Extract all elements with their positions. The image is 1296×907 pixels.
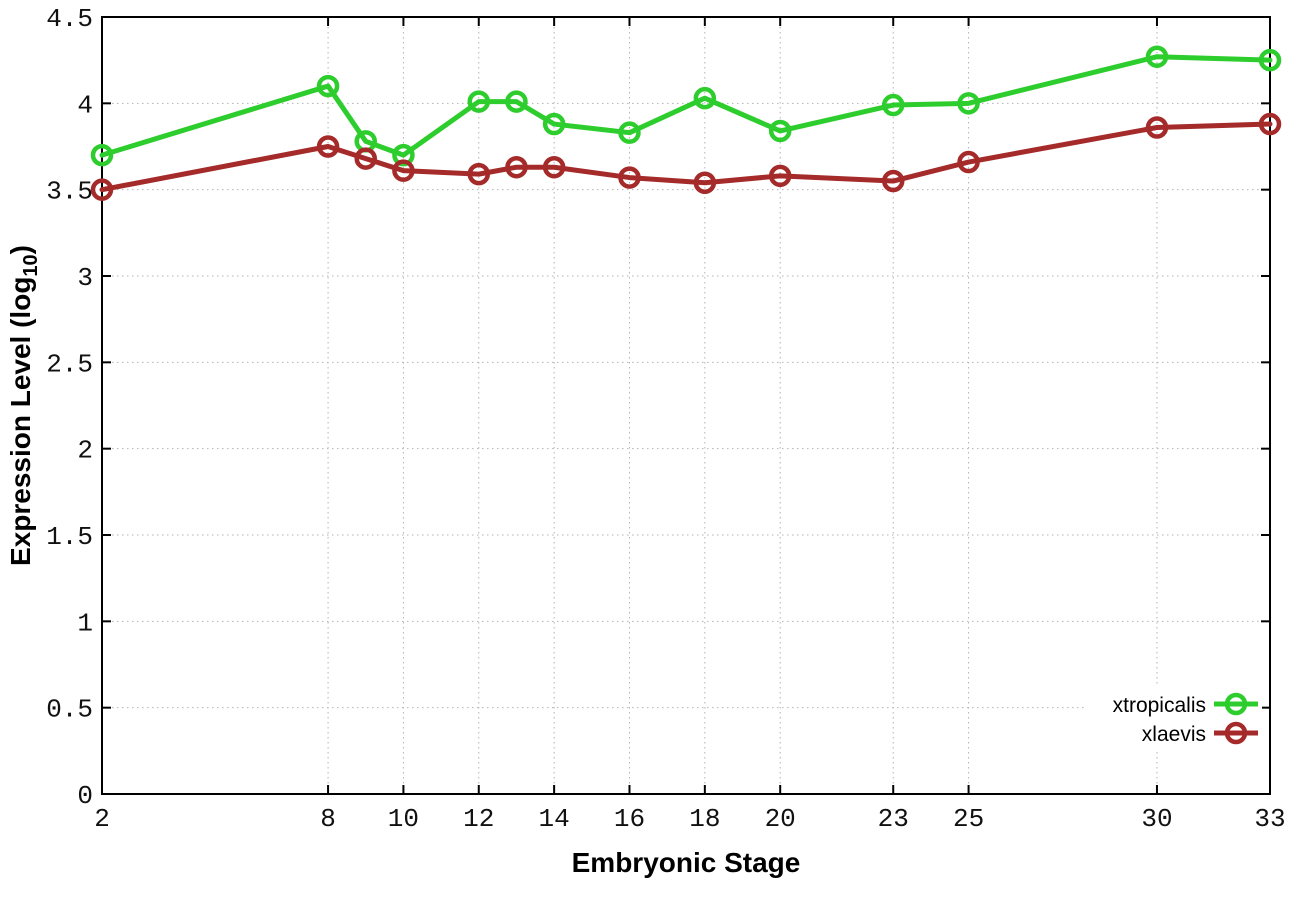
- x-tick-label-18: 18: [689, 804, 720, 834]
- legend-marker-xtropicalis: [1224, 692, 1248, 716]
- point-xtropicalis-stage-8: [316, 74, 340, 98]
- point-xlaevis-stage-23: [881, 169, 905, 193]
- x-tick-label-33: 33: [1254, 804, 1285, 834]
- x-tick-label-25: 25: [953, 804, 984, 834]
- x-tick-label-8: 8: [320, 804, 336, 834]
- y-tick-label-0.5: 0.5: [46, 695, 93, 725]
- point-xlaevis-stage-2: [90, 178, 114, 201]
- series-xlaevis: [90, 112, 1282, 201]
- point-xtropicalis-stage-18: [693, 86, 717, 110]
- x-tick-label-10: 10: [388, 804, 419, 834]
- point-xlaevis-stage-16: [618, 166, 641, 189]
- y-tick-label-1.5: 1.5: [46, 522, 93, 552]
- point-xlaevis-stage-25: [957, 150, 980, 174]
- x-tick-label-30: 30: [1141, 804, 1172, 834]
- x-tick-label-20: 20: [765, 804, 796, 834]
- y-tick-label-2: 2: [77, 436, 93, 466]
- x-tick-label-16: 16: [614, 804, 645, 834]
- tick-marks: [101, 16, 1271, 795]
- point-xtropicalis-stage-2: [90, 143, 114, 167]
- point-xlaevis-stage-8: [316, 135, 340, 158]
- y-tick-label-4: 4: [77, 90, 93, 120]
- legend-entry-xtropicalis: xtropicalis: [1113, 692, 1258, 717]
- y-tick-label-3: 3: [77, 263, 93, 293]
- y-tick-labels: 0 0.5 1 1.5 2 2.5 3 3.5 4 4.5: [46, 4, 93, 811]
- series-xtropicalis-line: [99, 54, 1273, 158]
- point-xlaevis-stage-18: [693, 171, 717, 195]
- y-axis-title: Expression Level (log10): [5, 245, 42, 566]
- point-xlaevis-stage-12: [467, 162, 491, 186]
- legend-marker-xlaevis: [1224, 721, 1248, 745]
- x-tick-label-23: 23: [878, 804, 909, 834]
- plot-border: [101, 16, 1271, 795]
- point-xlaevis-stage-14: [542, 155, 566, 179]
- point-xtropicalis-stage-16: [618, 121, 641, 144]
- point-xtropicalis-stage-10: [392, 143, 415, 167]
- legend-label-xtropicalis: xtropicalis: [1113, 694, 1206, 717]
- point-xtropicalis-stage-12: [467, 90, 491, 113]
- point-xtropicalis-stage-20: [768, 119, 792, 143]
- x-tick-labels: 2 8 10 12 14 16 18 20 23 25 30 33: [94, 804, 1285, 834]
- gridlines: [102, 17, 1270, 794]
- point-xlaevis-stage-30: [1145, 116, 1169, 139]
- y-tick-label-0: 0: [77, 781, 93, 811]
- legend-label-xlaevis: xlaevis: [1142, 723, 1206, 746]
- x-axis-title: Embryonic Stage: [572, 847, 801, 878]
- y-tick-label-2.5: 2.5: [46, 349, 93, 379]
- legend: xtropicalis xlaevis: [1086, 687, 1262, 749]
- point-xlaevis-stage-10: [392, 159, 415, 182]
- y-tick-label-1: 1: [77, 608, 93, 638]
- y-tick-label-4.5: 4.5: [46, 4, 93, 34]
- point-xtropicalis-stage-25: [957, 92, 980, 115]
- point-xtropicalis-stage-23: [881, 93, 905, 117]
- legend-entry-xlaevis: xlaevis: [1142, 721, 1258, 746]
- x-tick-label-2: 2: [94, 804, 110, 834]
- point-xtropicalis-stage-14: [542, 112, 566, 136]
- point-xtropicalis-stage-33: [1258, 48, 1282, 72]
- point-xtropicalis-stage-13: [505, 90, 528, 113]
- x-tick-label-14: 14: [539, 804, 570, 834]
- y-tick-label-3.5: 3.5: [46, 177, 93, 207]
- point-xtropicalis-stage-30: [1145, 45, 1169, 68]
- series-xtropicalis: [90, 45, 1282, 167]
- x-tick-label-12: 12: [463, 804, 494, 834]
- point-xlaevis-stage-13: [505, 155, 528, 179]
- point-xlaevis-stage-20: [768, 164, 792, 188]
- series-xlaevis-line: [99, 121, 1273, 193]
- point-xlaevis-stage-33: [1258, 112, 1282, 136]
- point-xlaevis-stage-9: [354, 147, 377, 170]
